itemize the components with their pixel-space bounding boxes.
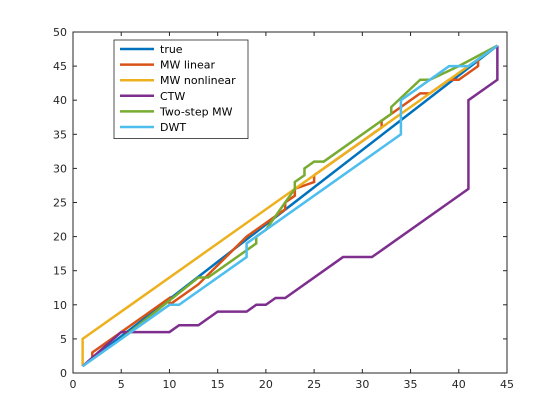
series-line-dwt [81,44,499,368]
y-tick-label: 30 [53,162,67,175]
series-line-ctw [81,45,499,368]
x-tick-label: 45 [500,378,514,391]
legend-label: Two-step MW [159,105,233,118]
axes-layer: 0 5 10 15 20 25 30 35 40 45 0 5 10 15 20 25 30 35 40 45 50 [53,26,514,391]
y-tick-label: 25 [53,197,67,210]
legend: true MW linear MW nonlinear CTW Two-step MW D… [113,39,249,139]
x-tick-label: 5 [118,378,125,391]
y-tick-label: 50 [53,26,67,39]
x-tick-label: 15 [211,378,225,391]
series-layer [81,44,499,368]
x-tick-label: 25 [307,378,321,391]
x-tick-label: 10 [162,378,176,391]
x-tick-label: 0 [70,378,77,391]
y-tick-label: 35 [53,128,67,141]
legend-label: CTW [160,90,185,103]
legend-label: MW nonlinear [160,74,236,87]
y-tick-label: 5 [60,333,67,346]
y-tick-label: 10 [53,299,67,312]
legend-label: DWT [160,121,186,134]
x-tick-label: 20 [259,378,273,391]
series-line-mw-nonlinear [81,44,499,367]
y-tick-label: 0 [60,367,67,380]
x-tick-label: 35 [404,378,418,391]
series-line-true [81,44,499,368]
x-tick-label: 40 [452,378,466,391]
y-tick-label: 45 [53,60,67,73]
y-tick-label: 40 [53,94,67,107]
y-tick-label: 15 [53,265,67,278]
legend-label: true [160,43,183,56]
x-tick-label: 30 [355,378,369,391]
legend-label: MW linear [160,59,215,72]
y-tick-label: 20 [53,231,67,244]
legend-box [113,39,249,139]
